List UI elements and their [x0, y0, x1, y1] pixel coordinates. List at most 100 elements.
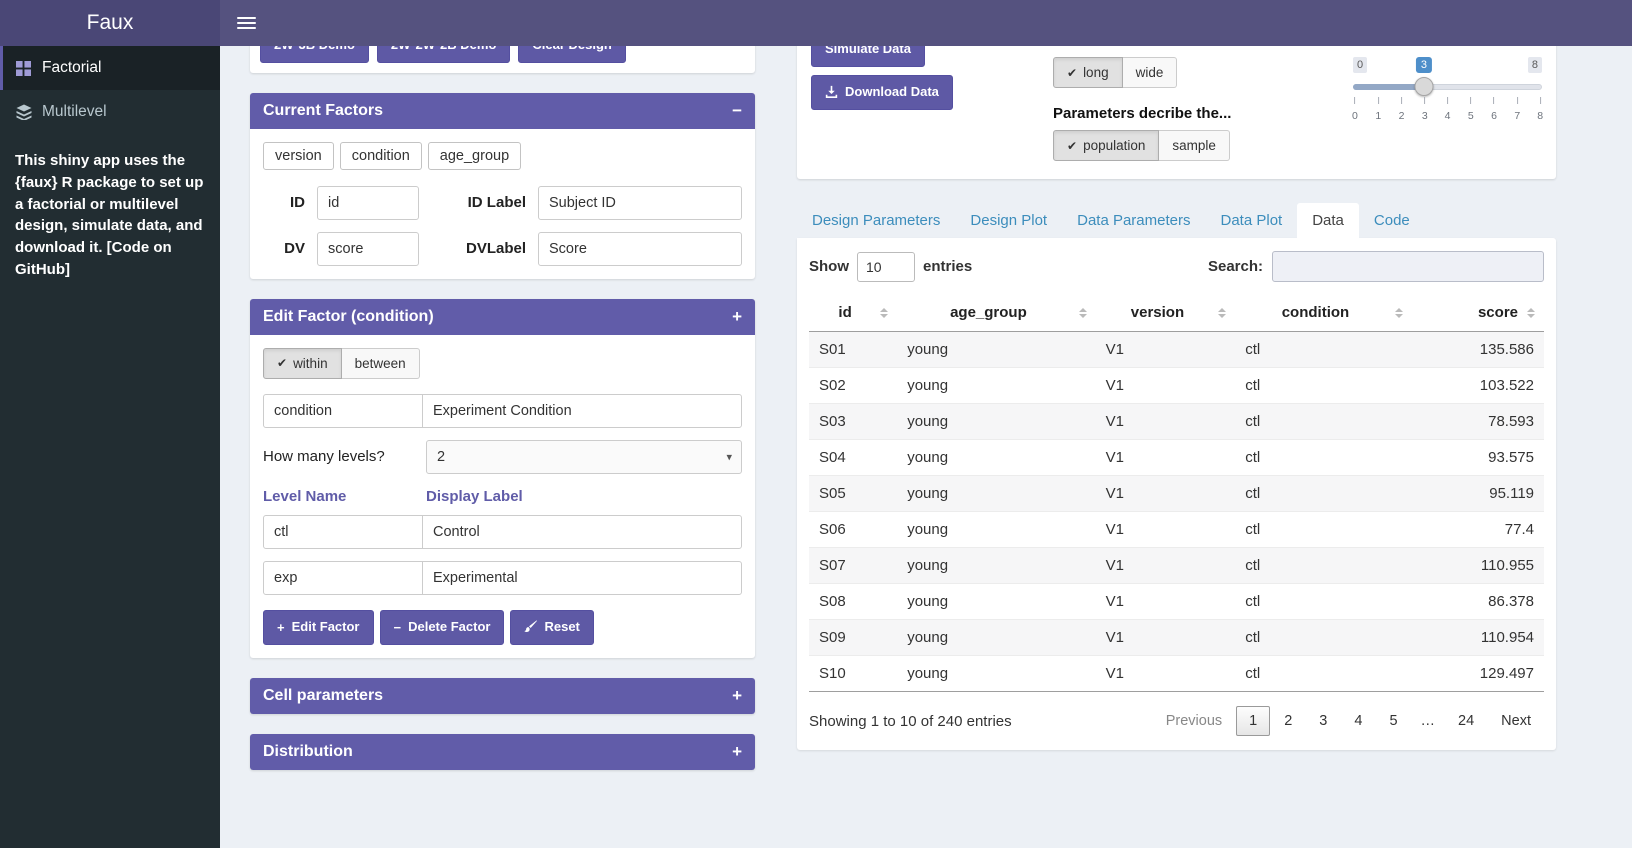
- cell-score: 110.955: [1411, 547, 1544, 584]
- page-button-4[interactable]: 4: [1354, 713, 1363, 729]
- cell-id: S01: [809, 331, 898, 368]
- long-toggle-button[interactable]: ✔ long: [1053, 57, 1123, 88]
- column-header-version[interactable]: version: [1095, 294, 1236, 332]
- cell-parameters-header[interactable]: Cell parameters +: [250, 677, 755, 714]
- long-label: long: [1083, 65, 1109, 80]
- collapse-plus-icon[interactable]: +: [732, 742, 742, 762]
- level-name-field-1[interactable]: [263, 514, 423, 549]
- app-logo[interactable]: Faux: [0, 0, 220, 46]
- level-name-header: Level Name: [263, 487, 347, 505]
- table-row[interactable]: S06 young V1 ctl 77.4: [809, 511, 1544, 548]
- cell-age-group: young: [897, 511, 1096, 548]
- cell-score: 135.586: [1411, 331, 1544, 368]
- slider-tick-grid: 0 1 2 3 4 5 6 7 8: [1352, 97, 1543, 123]
- table-row[interactable]: S09 young V1 ctl 110.954: [809, 619, 1544, 656]
- column-header-condition[interactable]: condition: [1235, 294, 1412, 332]
- levels-select-wrap: 2 ▾: [426, 439, 742, 474]
- level-label-field-2[interactable]: [422, 560, 742, 595]
- reset-button[interactable]: Reset: [510, 609, 594, 645]
- table-row[interactable]: S02 young V1 ctl 103.522: [809, 367, 1544, 404]
- sort-icon: [1527, 307, 1535, 318]
- next-page-button[interactable]: Next: [1501, 713, 1531, 729]
- factor-display-field[interactable]: [422, 393, 742, 428]
- page-length-select[interactable]: 10: [857, 251, 915, 282]
- tab-data[interactable]: Data: [1297, 203, 1359, 238]
- factor-chip-age-group[interactable]: age_group: [427, 141, 522, 170]
- search-input[interactable]: [1272, 251, 1544, 282]
- dv-field[interactable]: [317, 231, 419, 266]
- between-toggle-button[interactable]: between: [341, 347, 420, 379]
- previous-page-button[interactable]: Previous: [1165, 713, 1223, 729]
- slider-tick-mark-icon: [1493, 97, 1495, 104]
- within-label: within: [293, 355, 328, 371]
- cell-age-group: young: [897, 331, 1096, 368]
- within-toggle-button[interactable]: ✔ within: [263, 347, 342, 379]
- collapse-plus-icon[interactable]: +: [732, 307, 742, 327]
- cell-score: 93.575: [1411, 439, 1544, 476]
- slider-grid-item: 1: [1375, 97, 1381, 123]
- slider-grid-item: 8: [1537, 97, 1543, 123]
- page-button-2[interactable]: 2: [1284, 713, 1293, 729]
- table-row[interactable]: S10 young V1 ctl 129.497: [809, 655, 1544, 692]
- sidebar-item-factorial[interactable]: Factorial: [0, 46, 220, 90]
- slider-fill-bar: [1353, 84, 1424, 90]
- download-data-button-label: Download Data: [845, 83, 939, 99]
- sidebar-item-multilevel[interactable]: Multilevel: [0, 90, 220, 134]
- factor-name-row: [263, 393, 742, 428]
- table-row[interactable]: S08 young V1 ctl 86.378: [809, 583, 1544, 620]
- page-button-3[interactable]: 3: [1319, 713, 1328, 729]
- table-row[interactable]: S03 young V1 ctl 78.593: [809, 403, 1544, 440]
- cell-age-group: young: [897, 619, 1096, 656]
- table-row[interactable]: S05 young V1 ctl 95.119: [809, 475, 1544, 512]
- distribution-header[interactable]: Distribution +: [250, 733, 755, 770]
- edit-factor-button[interactable]: + Edit Factor: [263, 609, 374, 645]
- collapse-minus-icon[interactable]: −: [732, 101, 742, 121]
- id-field[interactable]: [317, 185, 419, 220]
- slider-tick-mark-icon: [1539, 97, 1541, 104]
- tab-design-parameters[interactable]: Design Parameters: [812, 212, 941, 229]
- column-header-score[interactable]: score: [1411, 294, 1544, 332]
- factor-chip-condition[interactable]: condition: [339, 141, 422, 170]
- table-row[interactable]: S04 young V1 ctl 93.575: [809, 439, 1544, 476]
- cell-id: S03: [809, 403, 898, 440]
- dv-label-field[interactable]: [538, 231, 742, 266]
- edit-factor-header[interactable]: Edit Factor (condition) +: [250, 298, 755, 335]
- plus-icon: +: [277, 619, 285, 635]
- tab-data-parameters[interactable]: Data Parameters: [1077, 212, 1191, 229]
- column-header-id[interactable]: id: [809, 294, 898, 332]
- data-column: Simulate Data Download Data Data format …: [797, 18, 1556, 790]
- table-row[interactable]: S07 young V1 ctl 110.955: [809, 547, 1544, 584]
- sample-toggle-button[interactable]: sample: [1159, 130, 1230, 161]
- github-link[interactable]: [Code on GitHub]: [15, 239, 172, 278]
- download-data-button[interactable]: Download Data: [811, 74, 953, 110]
- level-name-field-2[interactable]: [263, 560, 423, 595]
- sidebar-toggle-icon[interactable]: [237, 17, 256, 29]
- check-icon: ✔: [277, 356, 288, 371]
- levels-count-select[interactable]: 2: [426, 439, 742, 474]
- id-label-field[interactable]: [538, 185, 742, 220]
- page-button-5[interactable]: 5: [1389, 713, 1398, 729]
- current-factors-header[interactable]: Current Factors −: [250, 92, 755, 129]
- column-header-age-group[interactable]: age_group: [897, 294, 1096, 332]
- sidebar-item-label: Multilevel: [42, 103, 107, 120]
- wide-toggle-button[interactable]: wide: [1122, 57, 1178, 88]
- table-row[interactable]: S01 young V1 ctl 135.586: [809, 331, 1544, 368]
- collapse-plus-icon[interactable]: +: [732, 686, 742, 706]
- delete-factor-button[interactable]: − Delete Factor: [379, 609, 505, 645]
- factor-name-field[interactable]: [263, 393, 423, 428]
- level-label-field-1[interactable]: [422, 514, 742, 549]
- population-toggle-button[interactable]: ✔ population: [1053, 130, 1160, 161]
- slider-grid-item: 7: [1514, 97, 1520, 123]
- design-column: 2W*3B Demo 2W*2W*2B Demo Clear Design Cu…: [250, 18, 755, 790]
- page-button-1[interactable]: 1: [1236, 706, 1271, 736]
- slider-handle[interactable]: [1414, 77, 1434, 96]
- page-length-control: Show 10 entries: [809, 251, 972, 282]
- tab-data-plot[interactable]: Data Plot: [1220, 212, 1283, 229]
- check-icon: ✔: [1067, 65, 1078, 80]
- cell-version: V1: [1095, 475, 1236, 512]
- page-button-24[interactable]: 24: [1458, 713, 1475, 729]
- factor-chip-version[interactable]: version: [263, 141, 334, 170]
- tab-code[interactable]: Code: [1373, 212, 1410, 229]
- tab-design-plot[interactable]: Design Plot: [970, 212, 1048, 229]
- population-label: population: [1083, 138, 1146, 153]
